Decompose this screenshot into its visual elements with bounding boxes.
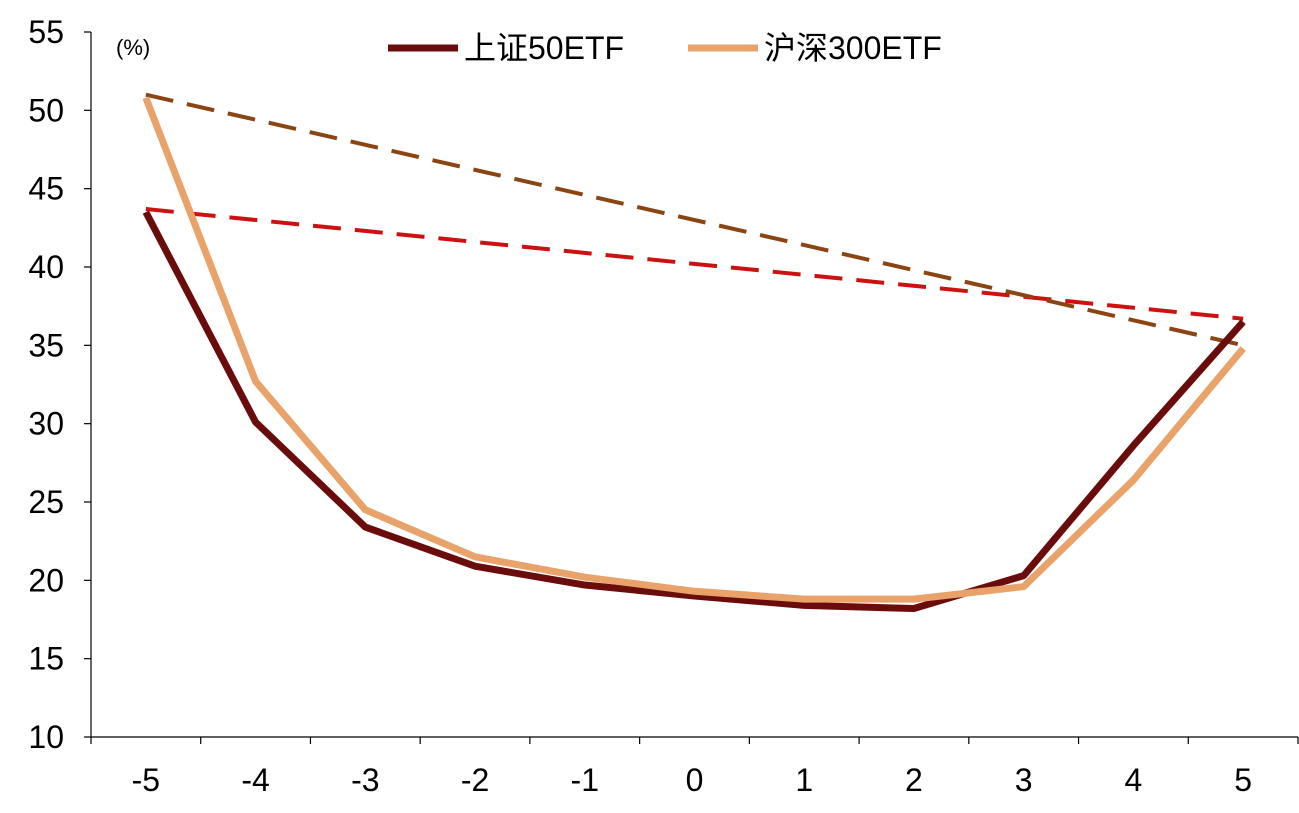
y-tick-label: 50 — [28, 92, 64, 128]
trend-lines — [145, 92, 1244, 348]
series-line — [142, 210, 1246, 613]
x-tick-label: -2 — [461, 762, 489, 798]
y-tick-label: 10 — [28, 719, 64, 755]
y-tick-label: 55 — [28, 14, 64, 50]
legend: 上证50ETF 沪深300ETF — [388, 30, 942, 66]
trend-line — [145, 207, 1244, 321]
trend-line — [145, 92, 1244, 348]
series-line — [142, 96, 1246, 603]
x-tick-label: 4 — [1125, 762, 1143, 798]
x-tick-label: -4 — [241, 762, 269, 798]
y-tick-label: 35 — [28, 327, 64, 363]
legend-label: 上证50ETF — [464, 30, 624, 66]
x-tick-label: 0 — [686, 762, 704, 798]
x-tick-label: -3 — [351, 762, 379, 798]
x-tick-label: -1 — [571, 762, 599, 798]
y-unit-label: (%) — [116, 35, 150, 60]
x-tick-label: -5 — [132, 762, 160, 798]
legend-label: 沪深300ETF — [764, 30, 942, 66]
y-tick-label: 15 — [28, 641, 64, 677]
y-tick-label: 30 — [28, 406, 64, 442]
x-tick-label: 1 — [795, 762, 813, 798]
y-tick-label: 45 — [28, 171, 64, 207]
y-tick-label: 40 — [28, 249, 64, 285]
x-tick-label: 5 — [1234, 762, 1252, 798]
y-tick-label: 25 — [28, 484, 64, 520]
x-tick-label: 3 — [1015, 762, 1033, 798]
x-tick-label: 2 — [905, 762, 923, 798]
y-tick-label: 20 — [28, 562, 64, 598]
series-lines — [142, 96, 1246, 613]
